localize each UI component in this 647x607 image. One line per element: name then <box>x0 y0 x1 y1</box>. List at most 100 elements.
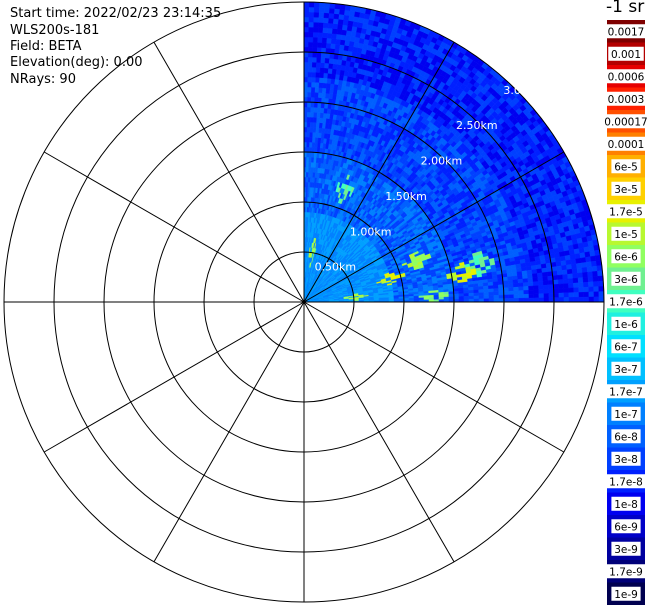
data-cell <box>536 268 543 274</box>
data-cell <box>306 161 310 168</box>
data-cell <box>320 57 326 64</box>
data-cell <box>318 22 324 28</box>
data-cell <box>314 87 320 93</box>
data-cell <box>307 111 311 118</box>
data-cell <box>313 31 319 38</box>
data-cell <box>324 57 330 64</box>
data-cell <box>321 47 327 54</box>
data-cell <box>303 56 309 63</box>
data-cell <box>316 47 323 53</box>
data-cell <box>303 61 309 68</box>
data-cell <box>312 122 317 128</box>
data-cell <box>303 41 309 48</box>
data-cell <box>321 42 327 49</box>
data-cell <box>337 18 344 25</box>
data-cell <box>344 9 351 16</box>
data-cell <box>311 86 316 93</box>
data-cell <box>323 12 330 19</box>
data-cell <box>303 101 308 108</box>
data-cell <box>334 8 341 15</box>
data-cell <box>303 16 310 23</box>
data-cell <box>329 7 336 14</box>
data-cell <box>308 21 314 28</box>
data-cell <box>317 42 323 48</box>
data-cell <box>307 96 312 103</box>
data-cell <box>307 76 313 83</box>
data-cell <box>303 1 310 8</box>
data-cell <box>570 258 577 265</box>
data-cell <box>317 32 324 38</box>
data-cell <box>307 66 313 73</box>
data-cell <box>313 6 320 13</box>
data-cell <box>308 41 314 48</box>
data-cell <box>590 255 597 262</box>
data-cell <box>303 81 309 88</box>
data-cell <box>333 13 340 20</box>
data-cell <box>313 21 319 28</box>
data-cell <box>590 260 598 267</box>
data-cell <box>322 77 328 84</box>
data-cell <box>309 131 314 138</box>
data-cell <box>316 57 322 63</box>
data-cell <box>303 36 309 43</box>
data-cell <box>313 11 320 18</box>
data-cell <box>313 26 319 33</box>
data-cell <box>305 171 309 178</box>
data-cell <box>307 56 313 63</box>
data-cell <box>320 52 327 59</box>
data-cell <box>327 27 333 34</box>
data-cell <box>307 61 313 68</box>
data-cell <box>337 23 344 30</box>
data-cell <box>323 72 329 79</box>
data-cell <box>310 111 315 118</box>
data-cell <box>308 46 314 53</box>
data-cell <box>323 67 329 74</box>
data-cell <box>332 28 338 35</box>
data-cell <box>318 12 325 18</box>
data-cell <box>313 16 320 23</box>
data-cell <box>303 51 309 58</box>
data-cell <box>306 126 311 133</box>
data-cell <box>318 87 323 94</box>
data-cell <box>307 86 312 93</box>
data-cell <box>308 11 315 18</box>
data-cell <box>308 1 315 8</box>
data-cell <box>328 58 335 65</box>
data-cell <box>317 97 323 103</box>
data-cell <box>321 37 328 44</box>
data-cell <box>303 46 309 53</box>
data-cell <box>315 72 321 78</box>
data-cell <box>576 262 583 269</box>
data-cell <box>307 71 313 78</box>
data-cell <box>308 26 314 33</box>
data-cell <box>308 36 314 43</box>
data-cell <box>311 81 316 88</box>
data-cell <box>320 62 326 69</box>
data-cell <box>303 31 309 38</box>
data-layer <box>303 1 605 303</box>
data-cell <box>336 28 343 35</box>
data-cell <box>306 131 311 138</box>
data-cell <box>328 17 335 24</box>
data-cell <box>303 96 308 103</box>
data-cell <box>315 67 321 73</box>
data-cell <box>331 33 338 40</box>
data-cell <box>309 146 313 153</box>
data-cell <box>585 256 592 263</box>
data-cell <box>565 259 572 266</box>
data-cell <box>581 262 588 269</box>
data-cell <box>316 62 321 68</box>
data-cell <box>313 102 319 108</box>
data-cell <box>322 22 329 29</box>
data-cell <box>310 91 316 98</box>
data-cell <box>303 6 310 13</box>
data-cell <box>318 7 325 13</box>
data-cell <box>314 92 319 98</box>
data-cell <box>306 151 310 158</box>
data-cell <box>306 156 310 163</box>
data-cell <box>303 21 310 28</box>
data-cell <box>322 32 328 39</box>
data-cell <box>312 56 318 63</box>
data-cell <box>309 126 314 133</box>
data-cell <box>316 52 322 58</box>
